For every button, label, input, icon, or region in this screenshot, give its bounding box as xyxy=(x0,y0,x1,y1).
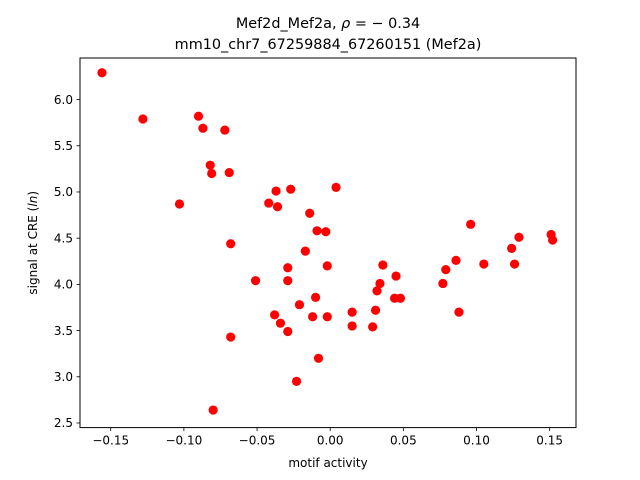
scatter-point xyxy=(331,182,341,192)
scatter-point xyxy=(378,260,388,270)
scatter-point xyxy=(97,68,107,78)
scatter-point xyxy=(308,312,318,322)
y-tick-label: 4.0 xyxy=(54,278,73,292)
scatter-point xyxy=(174,199,185,209)
y-tick-label: 5.5 xyxy=(54,139,73,153)
scatter-point xyxy=(441,264,451,275)
plot-area-frame xyxy=(79,57,577,429)
scatter-point xyxy=(322,261,332,271)
scatter-point xyxy=(283,326,293,337)
scatter-point xyxy=(438,278,448,289)
scatter-point xyxy=(264,198,274,208)
scatter-point xyxy=(300,246,310,256)
x-tick-label: 0.10 xyxy=(463,434,490,448)
scatter-point xyxy=(226,239,236,249)
scatter-point xyxy=(322,312,332,322)
scatter-point xyxy=(321,227,331,237)
y-tick-label: 3.5 xyxy=(54,324,73,338)
scatter-point xyxy=(312,226,322,236)
scatter-point xyxy=(451,255,461,265)
y-tick-label: 3.0 xyxy=(54,370,73,384)
scatter-point xyxy=(479,259,489,269)
scatter-point xyxy=(286,184,296,194)
scatter-point xyxy=(208,405,218,415)
scatter-point xyxy=(310,292,321,302)
scatter-point xyxy=(269,310,280,320)
scatter-point xyxy=(275,318,286,328)
scatter-point xyxy=(514,232,524,242)
scatter-point xyxy=(375,278,385,289)
y-tick-label: 4.5 xyxy=(54,231,73,245)
scatter-point xyxy=(395,293,406,303)
x-tick-label: −0.05 xyxy=(239,434,276,448)
scatter-point xyxy=(509,259,520,269)
y-axis-ticks: 2.5 3.0 3.5 4.0 4.5 5.0 5.5 6.0 xyxy=(54,93,80,430)
scatter-point xyxy=(226,332,236,342)
scatter-point xyxy=(370,305,381,315)
scatter-point xyxy=(271,186,281,196)
scatter-point xyxy=(193,111,204,121)
scatter-point xyxy=(454,307,464,317)
scatter-point xyxy=(198,123,208,133)
scatter-point xyxy=(294,300,305,310)
chart-title-line2: mm10_chr7_67259884_67260151 (Mef2a) xyxy=(175,37,482,53)
x-tick-label: 0.00 xyxy=(317,434,344,448)
chart-title-line1: Mef2d_Mef2a, ρ = − 0.34 xyxy=(236,16,420,32)
x-tick-label: −0.10 xyxy=(165,434,202,448)
scatter-point xyxy=(547,235,558,245)
scatter-points xyxy=(97,68,558,415)
y-tick-label: 2.5 xyxy=(54,416,73,430)
scatter-point xyxy=(272,202,283,212)
scatter-point xyxy=(291,376,302,386)
scatter-point xyxy=(250,276,261,286)
scatter-point xyxy=(313,353,324,363)
y-tick-label: 5.0 xyxy=(54,185,73,199)
scatter-point xyxy=(368,322,378,332)
x-axis-label: motif activity xyxy=(288,456,367,470)
x-axis-ticks: −0.15 −0.10 −0.05 0.00 0.05 0.10 0.15 xyxy=(92,427,563,448)
scatter-point xyxy=(305,208,315,218)
scatter-point xyxy=(347,307,357,317)
scatter-point xyxy=(220,125,230,135)
scatter-point xyxy=(207,168,217,179)
scatter-point xyxy=(372,286,382,296)
scatter-point xyxy=(507,243,517,253)
scatter-point xyxy=(283,276,293,286)
scatter-point xyxy=(138,114,148,124)
y-tick-label: 6.0 xyxy=(54,93,73,107)
x-tick-label: 0.05 xyxy=(390,434,417,448)
scatter-point xyxy=(283,263,293,273)
y-axis-label: signal at CRE (ln) xyxy=(26,191,40,295)
x-tick-label: 0.15 xyxy=(536,434,563,448)
scatter-point xyxy=(224,167,234,178)
scatter-point xyxy=(347,321,357,331)
scatter-point xyxy=(391,271,401,281)
scatter-point xyxy=(466,219,476,229)
x-tick-label: −0.15 xyxy=(92,434,129,448)
scatter-point xyxy=(205,160,215,170)
